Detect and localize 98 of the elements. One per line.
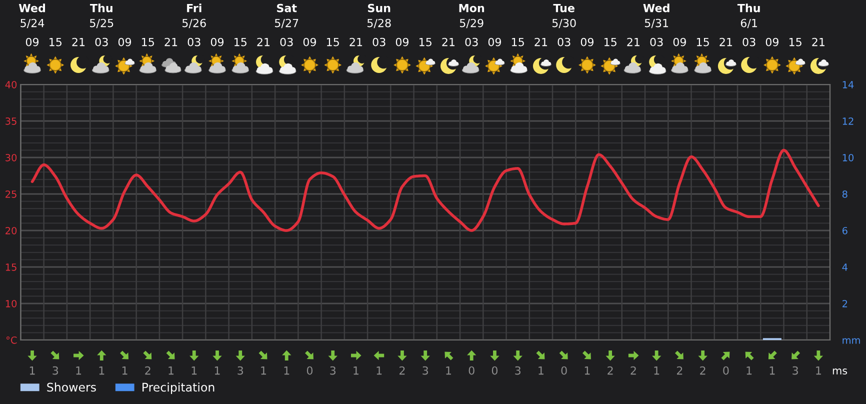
x-tick-label: 03 xyxy=(188,38,200,46)
x-tick-label: 21 xyxy=(442,38,455,46)
data-label: 0 xyxy=(723,366,729,375)
y2-tick-label: 10 xyxy=(842,154,854,162)
x-tick-label: 03 xyxy=(280,38,293,46)
data-label: 1 xyxy=(538,366,544,375)
y2-tick-label: 14 xyxy=(842,81,854,88)
data-label: 3 xyxy=(515,366,520,375)
x2-tick-label: Fri 5/26 xyxy=(182,4,206,28)
x-tick-label: 09 xyxy=(396,38,409,46)
x-tick-label: 15 xyxy=(142,38,154,46)
data-label: 1 xyxy=(168,366,174,375)
y-tick-label: 15 xyxy=(6,264,16,271)
x-tick-label: 15 xyxy=(696,38,709,46)
legend-label: Showers xyxy=(47,382,96,392)
data-label: 1 xyxy=(122,366,128,375)
x-tick-label: 03 xyxy=(558,38,570,46)
y-tick-label: 10 xyxy=(6,300,17,308)
x-tick-label: 21 xyxy=(812,38,824,46)
x-tick-label: 21 xyxy=(627,38,640,46)
x-tick-label: 15 xyxy=(234,38,246,46)
x2-tick-label: Sat 5/27 xyxy=(274,4,298,28)
data-label: 3 xyxy=(52,366,58,375)
data-label: 1 xyxy=(654,366,660,375)
y-tick-label: 20 xyxy=(6,226,17,234)
x2-tick-label: Sun 5/28 xyxy=(367,4,391,28)
x-tick-label: 15 xyxy=(789,38,802,46)
x-tick-label: 03 xyxy=(650,38,663,46)
y2-tick-label: 4 xyxy=(842,264,848,271)
data-label: 2 xyxy=(676,366,682,375)
data-label: 1 xyxy=(284,366,290,375)
x2-tick-label: Wed 5/24 xyxy=(18,4,45,28)
data-label: 1 xyxy=(746,366,752,375)
y-tick-label: 30 xyxy=(6,154,17,162)
y-tick-label: 25 xyxy=(6,190,16,198)
x2-tick-label: Thu 6/1 xyxy=(737,4,760,28)
x2-tick-label: Mon 5/29 xyxy=(459,4,484,28)
data-label: 2 xyxy=(145,366,150,375)
y2-tick-label: mm xyxy=(842,338,860,344)
data-label: 3 xyxy=(238,366,244,375)
data-label: 2 xyxy=(608,366,613,375)
x-tick-label: 21 xyxy=(72,38,85,46)
x-tick-label: 15 xyxy=(420,38,432,46)
y2-tick-label: 12 xyxy=(842,117,854,125)
x2-tick-label: Wed 5/31 xyxy=(643,4,670,28)
data-label: 0 xyxy=(561,366,567,375)
data-label: 0 xyxy=(492,366,498,375)
y-tick-label: °C xyxy=(6,336,17,344)
x-tick-label: 09 xyxy=(580,38,594,46)
x-tick-label: 21 xyxy=(534,38,548,46)
x-tick-label: 15 xyxy=(604,38,616,46)
x-tick-label: 03 xyxy=(465,38,478,46)
data-label: 1 xyxy=(354,366,358,375)
data-label: 1 xyxy=(76,366,82,375)
x-tick-label: 03 xyxy=(372,38,386,46)
x-tick-label: 09 xyxy=(766,38,778,46)
y2-tick-label: 6 xyxy=(842,226,848,234)
x-tick-label: 21 xyxy=(257,38,270,46)
data-label: 0 xyxy=(306,366,313,375)
data-label: 1 xyxy=(99,366,104,375)
y-tick-label: 40 xyxy=(5,80,17,88)
data-label: 1 xyxy=(376,366,382,375)
x-tick-label: 09 xyxy=(26,38,39,46)
data-label: 1 xyxy=(770,366,775,375)
data-label: 3 xyxy=(792,366,798,375)
x-tick-label: 09 xyxy=(488,38,502,46)
data-label: 0 xyxy=(468,366,474,375)
data-label: 2 xyxy=(700,366,706,375)
data-label: 1 xyxy=(816,366,821,375)
x-tick-label: 15 xyxy=(512,38,524,46)
x2-tick-label: Thu 5/25 xyxy=(90,4,114,28)
data-label: 1 xyxy=(30,366,35,375)
x-tick-label: 03 xyxy=(742,38,756,46)
data-label: 2 xyxy=(400,366,405,375)
data-label: 1 xyxy=(192,366,197,375)
x-tick-label: 21 xyxy=(720,38,732,46)
x-tick-label: 09 xyxy=(303,38,316,46)
text: ms xyxy=(832,368,848,375)
data-label: 1 xyxy=(214,366,220,375)
legend-label: Precipitation xyxy=(142,382,214,394)
data-label: 1 xyxy=(584,366,590,375)
x-tick-label: 09 xyxy=(118,38,132,46)
y-tick-label: 35 xyxy=(6,117,16,125)
x-tick-label: 15 xyxy=(327,38,339,46)
x-tick-label: 03 xyxy=(95,38,108,46)
x2-tick-label: Tue 5/30 xyxy=(552,4,576,28)
x-tick-label: 21 xyxy=(350,38,362,46)
y2-tick-label: 8 xyxy=(842,190,848,198)
y2-tick-label: 2 xyxy=(842,300,848,308)
x-tick-label: 09 xyxy=(210,38,224,46)
data-label: 1 xyxy=(261,366,266,375)
x-tick-label: 21 xyxy=(164,38,178,46)
x-tick-label: 15 xyxy=(50,38,62,46)
data-label: 3 xyxy=(330,366,336,375)
data-label: 3 xyxy=(422,366,428,375)
data-label: 2 xyxy=(630,366,636,375)
x-tick-label: 09 xyxy=(673,38,686,46)
data-label: 1 xyxy=(446,366,451,375)
